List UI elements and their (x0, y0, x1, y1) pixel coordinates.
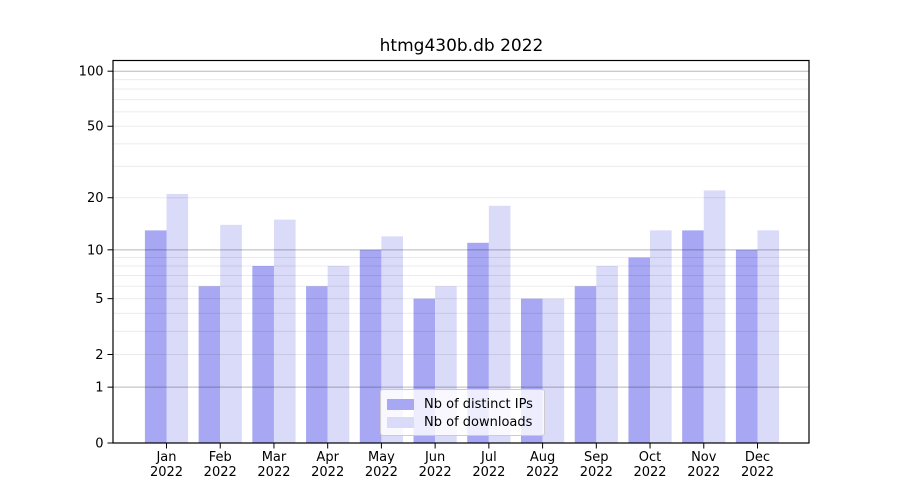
y-tick-label: 1 (95, 381, 103, 396)
bar-ips-sep (574, 286, 597, 443)
plot-frame (112, 59, 810, 444)
bar-ips-apr (306, 286, 328, 443)
bar-ips-nov (682, 230, 704, 443)
x-tick-label: Jul 2022 (472, 450, 505, 480)
x-tick-label: Dec 2022 (741, 450, 774, 480)
legend-swatch-downloads-icon (387, 417, 414, 428)
x-tick-label: Aug 2022 (526, 450, 559, 480)
bar-downloads-oct (650, 230, 672, 443)
legend-label-downloads: Nb of downloads (424, 415, 533, 430)
chart-legend: Nb of distinct IPs Nb of downloads (380, 389, 545, 436)
x-tick-label: Sep 2022 (580, 450, 613, 480)
bar-downloads-dec (757, 230, 780, 443)
bar-ips-mar (252, 265, 274, 443)
y-tick-label: 5 (95, 292, 103, 307)
x-tick-label: Nov 2022 (687, 450, 720, 480)
bar-ips-dec (735, 249, 758, 443)
bar-ips-may (359, 249, 382, 443)
bar-downloads-feb (220, 224, 242, 443)
y-tick-label: 2 (95, 348, 103, 363)
y-tick-label: 20 (87, 191, 104, 206)
legend-label-distinct-ips: Nb of distinct IPs (424, 397, 533, 412)
legend-swatch-distinct-ips-icon (387, 399, 414, 410)
bar-downloads-mar (273, 219, 296, 443)
bar-downloads-jul (488, 205, 511, 443)
y-tick-label: 50 (87, 120, 104, 135)
x-tick-label: May 2022 (365, 450, 398, 480)
bar-downloads-apr (327, 265, 350, 443)
bar-downloads-jan (166, 193, 189, 443)
bar-ips-jan (144, 230, 167, 443)
legend-item-downloads: Nb of downloads (387, 414, 538, 432)
bar-downloads-nov (703, 190, 726, 443)
x-tick-label: Apr 2022 (311, 450, 344, 480)
y-tick-label: 10 (87, 243, 104, 258)
y-tick-label: 100 (79, 65, 104, 80)
chart-title: htmg430b.db 2022 (379, 36, 544, 56)
y-tick-label: 0 (95, 437, 103, 452)
legend-item-distinct-ips: Nb of distinct IPs (387, 396, 538, 414)
x-tick-label: Mar 2022 (257, 450, 290, 480)
bar-ips-oct (628, 257, 651, 443)
x-tick-label: Feb 2022 (204, 450, 237, 480)
x-tick-label: Jan 2022 (150, 450, 183, 480)
bar-downloads-sep (596, 265, 618, 443)
x-tick-label: Oct 2022 (633, 450, 666, 480)
bar-ips-feb (198, 286, 221, 443)
bar-downloads-aug (542, 298, 565, 443)
x-tick-label: Jun 2022 (419, 450, 452, 480)
